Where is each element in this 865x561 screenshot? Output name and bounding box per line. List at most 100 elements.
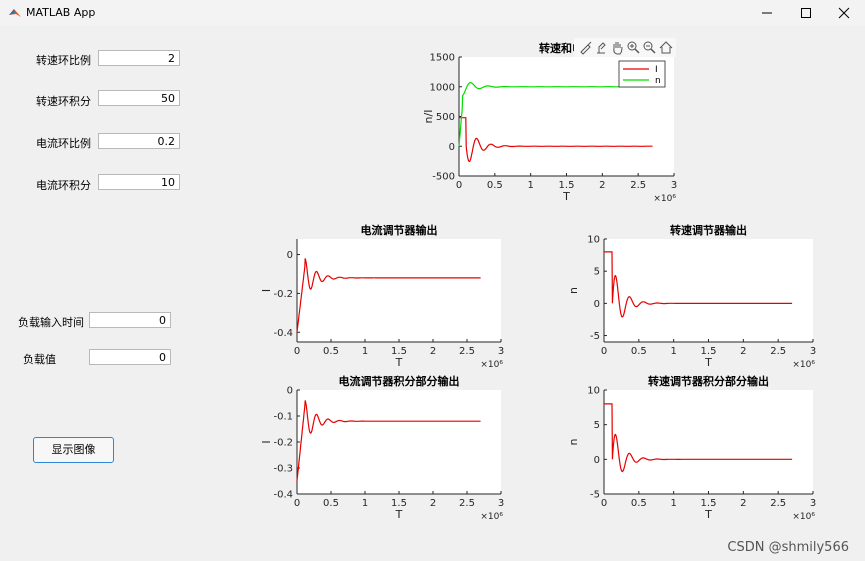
x-tick-label: 1 bbox=[670, 346, 676, 357]
x-tick-label: 3 bbox=[498, 498, 504, 509]
maximize-icon bbox=[801, 8, 811, 18]
x-tick-label: 0.5 bbox=[323, 346, 339, 357]
x-tick-label: 2 bbox=[430, 498, 436, 509]
plot-area bbox=[604, 390, 813, 494]
y-tick-label: 1000 bbox=[430, 82, 455, 93]
load-value-input[interactable]: 0 bbox=[89, 349, 171, 365]
zoom-in-icon[interactable] bbox=[627, 41, 640, 54]
y-tick-label: -0.1 bbox=[273, 412, 293, 423]
home-icon[interactable] bbox=[659, 41, 673, 54]
series-line-0 bbox=[604, 403, 793, 473]
y-tick-label: -0.2 bbox=[273, 438, 293, 449]
series-line-0 bbox=[296, 400, 481, 482]
plot-area bbox=[297, 239, 501, 342]
y-tick-label: -0.4 bbox=[273, 490, 293, 501]
zoom-out-icon[interactable] bbox=[643, 41, 656, 54]
series-line-0 bbox=[604, 251, 793, 318]
load-value-label: 负载值 bbox=[23, 353, 56, 366]
x-tick-label: 0 bbox=[294, 346, 300, 357]
x-tick-label: 2.5 bbox=[459, 346, 475, 357]
show-image-button[interactable]: 显示图像 bbox=[33, 437, 114, 463]
x-tick-label: 0 bbox=[456, 180, 462, 191]
speed-i-input[interactable]: 50 bbox=[98, 90, 180, 106]
x-tick-label: 1 bbox=[362, 498, 368, 509]
x-tick-label: 2 bbox=[430, 346, 436, 357]
brush-icon[interactable] bbox=[580, 41, 592, 55]
x-tick-label: 3 bbox=[671, 180, 677, 191]
load-time-label: 负载输入时间 bbox=[18, 316, 84, 329]
x-tick-label: 1.5 bbox=[391, 498, 407, 509]
load-time-input[interactable]: 0 bbox=[89, 312, 171, 328]
x-tick-label: 0.5 bbox=[631, 498, 647, 509]
y-axis-label: n bbox=[567, 438, 580, 445]
close-button[interactable] bbox=[827, 0, 861, 26]
x-tick-label: 1.5 bbox=[559, 180, 575, 191]
x-tick-label: 0 bbox=[601, 346, 607, 357]
x-tick-label: 2.5 bbox=[630, 180, 646, 191]
y-tick-label: -500 bbox=[432, 172, 455, 183]
chart-1[interactable]: 0 0.5 1 1.5 2 2.5 3-500050010001500转速和电流Tn/I×1… bbox=[422, 41, 677, 204]
speed-p-input[interactable]: 2 bbox=[98, 50, 180, 66]
x-tick-label: 1.5 bbox=[701, 346, 717, 357]
y-tick-label: -5 bbox=[590, 331, 600, 342]
current-i-label: 电流环积分 bbox=[36, 179, 91, 192]
x-tick-label: 1 bbox=[670, 498, 676, 509]
y-tick-label: 0 bbox=[449, 142, 455, 153]
maximize-button[interactable] bbox=[789, 0, 823, 26]
legend-entry: n bbox=[655, 76, 661, 86]
x-axis-label: T bbox=[395, 508, 403, 521]
current-p-label: 电流环比例 bbox=[36, 137, 91, 150]
chart-title: 电流调节器输出 bbox=[361, 223, 438, 237]
y-tick-label: 5 bbox=[594, 267, 600, 278]
x-axis-label: T bbox=[395, 356, 403, 369]
y-axis-label: I bbox=[260, 440, 273, 443]
x-tick-label: 2 bbox=[740, 498, 746, 509]
close-icon bbox=[838, 7, 850, 19]
y-tick-label: -0.2 bbox=[273, 289, 293, 300]
y-tick-label: 5 bbox=[594, 420, 600, 431]
x-tick-label: 2.5 bbox=[770, 498, 786, 509]
x-tick-label: 2.5 bbox=[459, 498, 475, 509]
data-tips-icon[interactable] bbox=[597, 42, 606, 54]
y-tick-label: 1500 bbox=[430, 53, 455, 64]
x-exponent-label: ×10⁶ bbox=[792, 360, 815, 370]
y-tick-label: 0 bbox=[287, 386, 293, 397]
speed-i-label: 转速环积分 bbox=[36, 95, 91, 108]
speed-p-label: 转速环比例 bbox=[36, 54, 91, 67]
x-tick-label: 1.5 bbox=[391, 346, 407, 357]
x-tick-label: 0 bbox=[601, 498, 607, 509]
x-tick-label: 1 bbox=[362, 346, 368, 357]
chart-title: 转速调节器输出 bbox=[670, 223, 747, 237]
chart-2[interactable]: 0 0.5 1 1.5 2 2.5 3 -0.4 -0.2 0 电流调节器输出 T I ×10⁶ bbox=[260, 223, 504, 370]
x-tick-label: 3 bbox=[810, 346, 816, 357]
current-i-input[interactable]: 10 bbox=[98, 174, 180, 190]
current-p-input[interactable]: 0.2 bbox=[98, 133, 180, 149]
chart-4[interactable]: 0 0.5 1 1.5 2 2.5 3 -0.4 -0.3 -0.2 -0.1 0 电流调节器积分部分输… bbox=[260, 374, 504, 522]
x-tick-label: 0.5 bbox=[323, 498, 339, 509]
x-axis-label: T bbox=[562, 190, 570, 203]
minimize-button[interactable] bbox=[750, 0, 784, 26]
axes-toolbar bbox=[574, 38, 676, 57]
x-tick-label: 3 bbox=[810, 498, 816, 509]
y-axis-label: n bbox=[567, 287, 580, 294]
window-title: MATLAB App bbox=[26, 6, 96, 19]
y-axis-label: I bbox=[260, 289, 273, 292]
x-tick-label: 1 bbox=[527, 180, 533, 191]
x-tick-label: 0.5 bbox=[631, 346, 647, 357]
y-tick-label: 10 bbox=[587, 386, 600, 397]
x-exponent-label: ×10⁶ bbox=[480, 360, 503, 370]
y-tick-label: -5 bbox=[590, 490, 600, 501]
y-tick-label: 10 bbox=[587, 235, 600, 246]
x-tick-label: 2.5 bbox=[770, 346, 786, 357]
y-axis-label: n/I bbox=[422, 110, 435, 124]
chart-title: 转速调节器积分部分输出 bbox=[648, 374, 769, 388]
plot-area bbox=[297, 390, 501, 494]
x-tick-label: 1.5 bbox=[701, 498, 717, 509]
pan-hand-icon[interactable] bbox=[613, 42, 623, 55]
x-tick-label: 2 bbox=[599, 180, 605, 191]
matlab-logo-icon bbox=[9, 9, 21, 17]
x-tick-label: 2 bbox=[740, 346, 746, 357]
